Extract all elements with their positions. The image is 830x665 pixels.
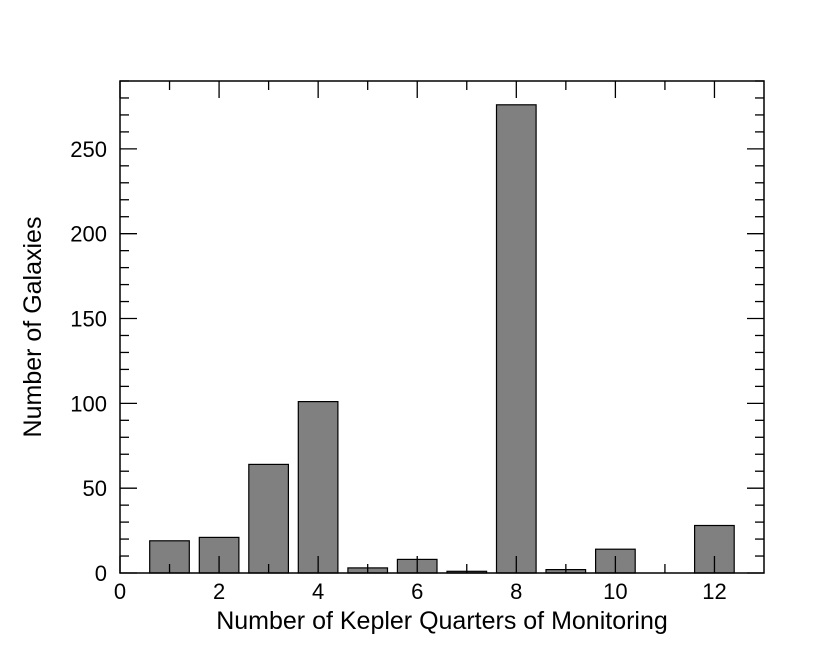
plot-frame bbox=[119, 80, 765, 574]
y-axis-title: Number of Galaxies bbox=[19, 217, 47, 438]
y-tick-label-100: 100 bbox=[70, 391, 107, 416]
y-tick-label-0: 0 bbox=[95, 561, 107, 586]
bar-4 bbox=[297, 401, 339, 574]
x-axis-title: Number of Kepler Quarters of Monitoring bbox=[216, 607, 668, 635]
x-tick-label-2: 2 bbox=[213, 579, 225, 604]
tick-labels-group: 0 2 4 6 8 10 12 0 50 100 150 200 250 bbox=[70, 137, 726, 604]
y-tick-label-250: 250 bbox=[70, 137, 107, 162]
x-tick-label-4: 4 bbox=[312, 579, 324, 604]
bars-group bbox=[149, 104, 735, 574]
ticks-group bbox=[119, 80, 764, 574]
x-tick-label-8: 8 bbox=[510, 579, 522, 604]
bar-8 bbox=[495, 104, 537, 574]
x-tick-label-10: 10 bbox=[603, 579, 627, 604]
x-tick-label-12: 12 bbox=[702, 579, 726, 604]
y-tick-label-150: 150 bbox=[70, 307, 107, 332]
y-tick-label-200: 200 bbox=[70, 222, 107, 247]
x-tick-label-0: 0 bbox=[114, 579, 126, 604]
y-tick-label-50: 50 bbox=[83, 476, 107, 501]
x-tick-label-6: 6 bbox=[411, 579, 423, 604]
bar-3 bbox=[248, 463, 290, 574]
